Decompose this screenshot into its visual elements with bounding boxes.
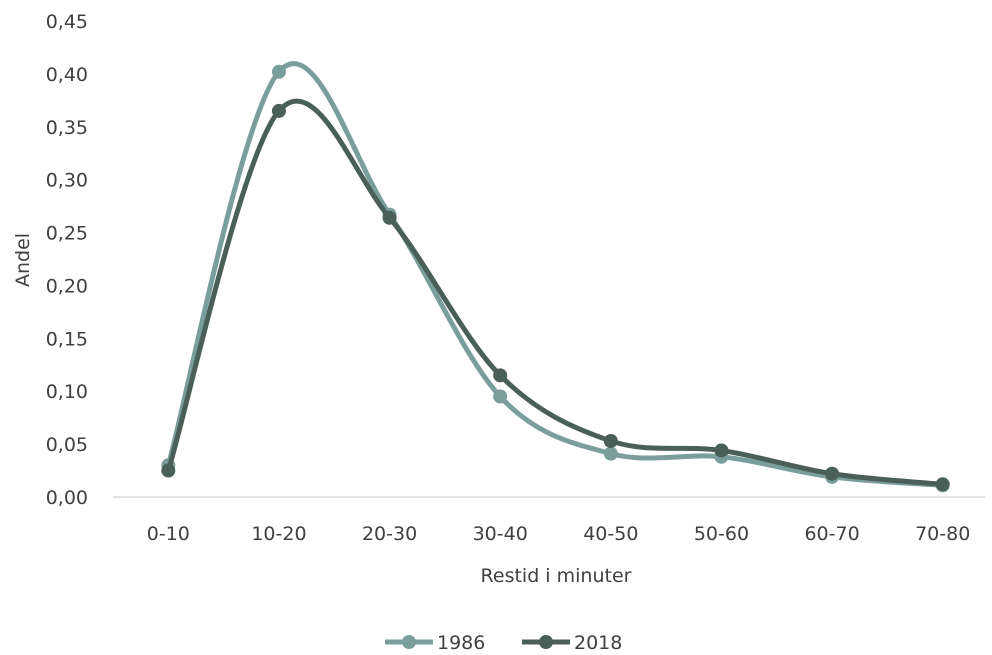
data-point [935, 477, 950, 492]
x-tick-label: 30-40 [473, 523, 528, 545]
data-point [603, 446, 618, 461]
y-tick-label: 0,00 [46, 487, 88, 509]
data-point [603, 433, 618, 448]
data-point [161, 463, 176, 478]
data-point [271, 64, 286, 79]
legend-item: 1986 [385, 632, 485, 654]
y-tick-label: 0,40 [46, 64, 88, 86]
y-tick-label: 0,05 [46, 434, 88, 456]
legend-label: 1986 [437, 632, 485, 654]
y-tick-label: 0,10 [46, 381, 88, 403]
y-axis-title: Andel [12, 233, 34, 287]
x-axis-ticks: 0-10 10-20 20-30 30-40 40-50 50-60 60-70 70-80 [147, 523, 971, 545]
legend-marker [539, 635, 553, 649]
x-tick-label: 70-80 [915, 523, 970, 545]
legend: 1986 2018 [385, 632, 622, 654]
legend-label: 2018 [574, 632, 622, 654]
data-point [271, 103, 286, 118]
y-tick-label: 0,35 [46, 117, 88, 139]
y-tick-label: 0,45 [46, 11, 88, 33]
y-axis-ticks: 0,00 0,05 0,10 0,15 0,20 0,25 0,30 0,35 0,40 0,45 [46, 11, 88, 509]
series-2018 [161, 98, 950, 492]
x-axis-title: Restid i minuter [481, 565, 632, 587]
x-tick-label: 40-50 [583, 523, 638, 545]
data-point [382, 210, 397, 225]
y-tick-label: 0,15 [46, 328, 88, 350]
series-layer [161, 61, 950, 493]
y-tick-label: 0,20 [46, 275, 88, 297]
x-tick-label: 0-10 [147, 523, 190, 545]
data-point [825, 466, 840, 481]
series-line [165, 61, 946, 488]
data-point [493, 389, 508, 404]
legend-marker [402, 635, 416, 649]
x-tick-label: 10-20 [251, 523, 306, 545]
series-line [165, 98, 946, 487]
y-tick-label: 0,30 [46, 170, 88, 192]
x-tick-label: 20-30 [362, 523, 417, 545]
x-tick-label: 60-70 [804, 523, 859, 545]
y-tick-label: 0,25 [46, 223, 88, 245]
data-point [493, 368, 508, 383]
data-point [714, 443, 729, 458]
series-1986 [161, 61, 950, 493]
legend-item: 2018 [522, 632, 622, 654]
x-tick-label: 50-60 [694, 523, 749, 545]
